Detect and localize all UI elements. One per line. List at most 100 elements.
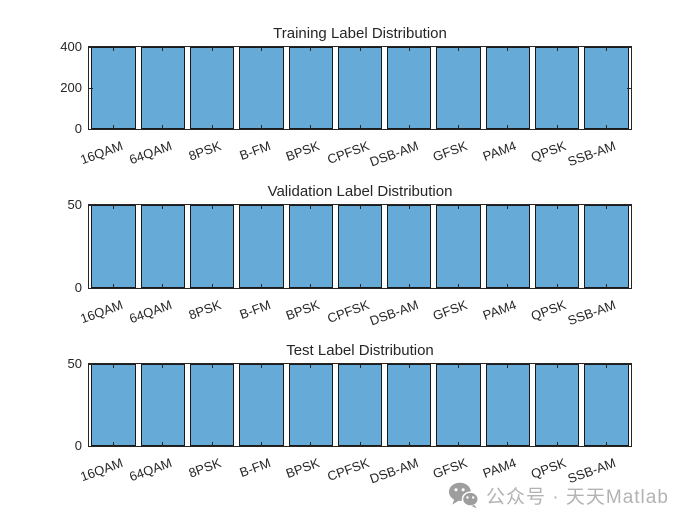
y-tick xyxy=(89,87,93,89)
x-tick xyxy=(458,205,460,209)
x-tick xyxy=(605,284,607,288)
bar xyxy=(190,205,235,288)
x-tick xyxy=(507,284,509,288)
bar xyxy=(584,364,629,446)
x-tick-label: DSB-AM xyxy=(367,138,421,170)
x-tick xyxy=(162,284,164,288)
x-tick xyxy=(605,47,607,51)
x-tick xyxy=(260,442,262,446)
plot-inner xyxy=(89,204,631,289)
y-tick-label: 0 xyxy=(74,438,82,453)
bar xyxy=(436,47,481,129)
bar xyxy=(387,205,432,288)
chart-title: Validation Label Distribution xyxy=(267,183,453,200)
bar xyxy=(337,364,383,446)
x-tick xyxy=(359,125,361,129)
bar xyxy=(485,47,530,129)
x-tick xyxy=(211,284,213,288)
x-tick-label: CPFSK xyxy=(324,138,371,167)
y-tick xyxy=(627,445,631,447)
x-tick-label: GFSK xyxy=(430,138,470,165)
x-tick xyxy=(310,205,312,209)
x-tick-label: B-FM xyxy=(237,138,273,164)
x-tick-label: B-FM xyxy=(237,455,273,481)
x-tick xyxy=(260,125,262,129)
bar xyxy=(239,205,284,288)
x-tick xyxy=(605,442,607,446)
x-tick-label: BPSK xyxy=(283,297,322,324)
plot-area xyxy=(88,363,632,447)
x-tick xyxy=(507,364,509,368)
x-tick xyxy=(211,205,213,209)
x-tick xyxy=(359,442,361,446)
x-tick xyxy=(211,125,213,129)
x-tick-label: PAM4 xyxy=(481,455,519,481)
y-tick xyxy=(89,204,93,206)
x-tick-label: QPSK xyxy=(528,138,568,165)
x-tick xyxy=(556,125,558,129)
y-tick xyxy=(627,128,631,130)
bar xyxy=(534,205,580,288)
bar xyxy=(288,205,333,288)
plot-inner xyxy=(89,363,631,447)
y-tick xyxy=(89,46,93,48)
x-tick-label: PAM4 xyxy=(481,138,519,164)
x-tick-label: 16QAM xyxy=(77,138,125,168)
bar xyxy=(485,364,530,446)
x-tick xyxy=(113,442,115,446)
x-tick-label: CPFSK xyxy=(324,297,371,326)
x-tick xyxy=(408,125,410,129)
x-tick-label: SSB-AM xyxy=(565,138,618,170)
y-tick xyxy=(89,445,93,447)
x-tick xyxy=(458,125,460,129)
bar xyxy=(534,364,580,446)
x-tick xyxy=(260,284,262,288)
bar xyxy=(140,205,186,288)
bar xyxy=(140,364,186,446)
x-tick xyxy=(310,284,312,288)
x-tick xyxy=(556,284,558,288)
x-tick xyxy=(162,125,164,129)
y-tick-label: 50 xyxy=(67,356,82,371)
x-tick xyxy=(113,364,115,368)
y-tick-label: 200 xyxy=(60,80,82,95)
bar xyxy=(288,47,333,129)
x-tick xyxy=(113,284,115,288)
plot-inner xyxy=(89,46,631,130)
bar xyxy=(485,205,530,288)
x-tick-label: DSB-AM xyxy=(367,297,421,329)
bar xyxy=(91,205,136,288)
x-tick xyxy=(113,47,115,51)
x-tick-label: SSB-AM xyxy=(565,297,618,329)
x-tick xyxy=(408,442,410,446)
bar xyxy=(140,47,186,129)
x-tick xyxy=(458,47,460,51)
x-tick xyxy=(211,47,213,51)
bar xyxy=(239,364,284,446)
y-tick-label: 400 xyxy=(60,39,82,54)
x-tick xyxy=(408,205,410,209)
x-tick xyxy=(113,205,115,209)
plot-area xyxy=(88,46,632,130)
x-tick-label: 64QAM xyxy=(127,297,174,327)
bar xyxy=(534,47,580,129)
x-tick-label: QPSK xyxy=(528,455,568,482)
x-tick xyxy=(359,47,361,51)
x-tick xyxy=(310,47,312,51)
chart-title: Test Label Distribution xyxy=(286,342,434,359)
x-tick xyxy=(211,364,213,368)
bar xyxy=(337,205,383,288)
bar xyxy=(436,364,481,446)
x-tick xyxy=(260,47,262,51)
bar xyxy=(239,47,284,129)
x-tick xyxy=(556,47,558,51)
x-tick xyxy=(556,205,558,209)
x-tick-label: 64QAM xyxy=(127,138,174,168)
y-tick-label: 0 xyxy=(74,280,82,295)
x-tick xyxy=(408,47,410,51)
x-tick-label: BPSK xyxy=(283,138,322,165)
x-tick-label: GFSK xyxy=(430,297,470,324)
bar xyxy=(387,364,432,446)
x-tick xyxy=(211,442,213,446)
x-tick xyxy=(458,364,460,368)
